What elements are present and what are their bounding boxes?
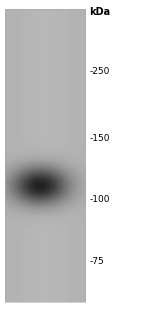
Text: -75: -75 (89, 257, 104, 266)
Text: -250: -250 (89, 67, 110, 76)
Text: -150: -150 (89, 134, 110, 143)
Text: kDa: kDa (89, 7, 110, 17)
Text: -100: -100 (89, 195, 110, 203)
Bar (4, 9, 85, 302)
